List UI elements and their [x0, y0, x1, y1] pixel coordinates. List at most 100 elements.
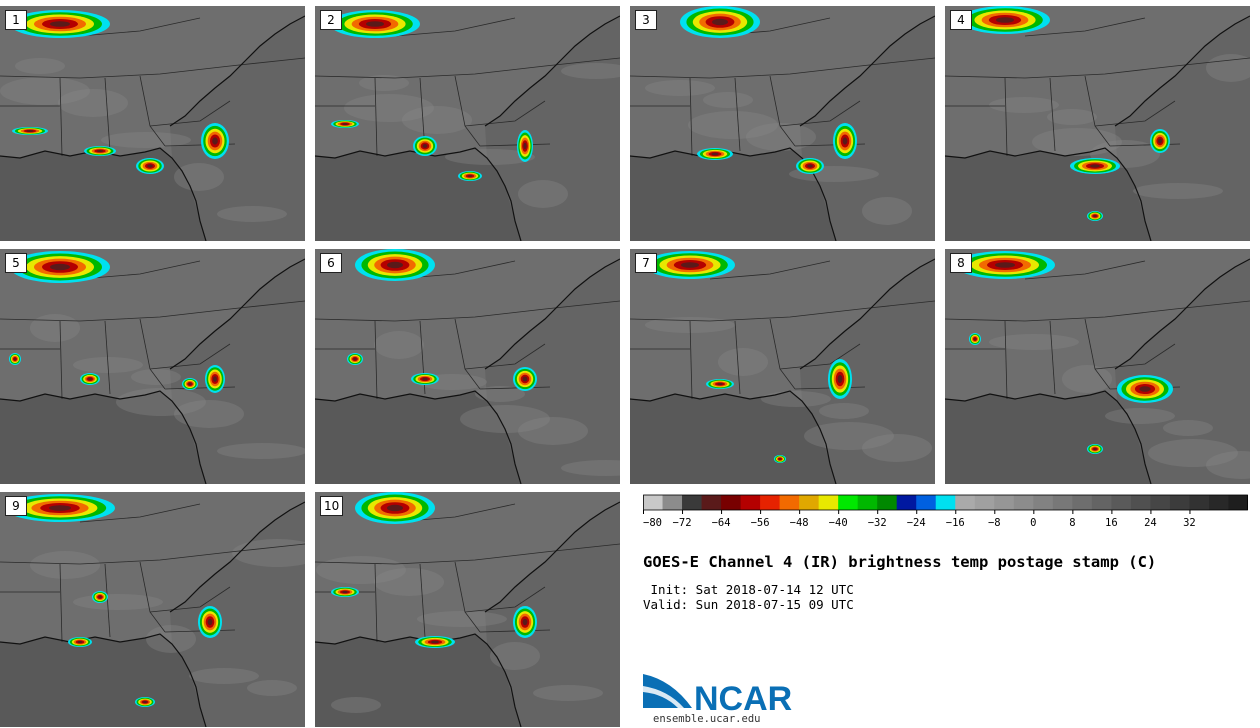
- colorbar-segment: [857, 495, 878, 510]
- panel-number-label: 6: [320, 253, 342, 273]
- colorbar-segment: [818, 495, 839, 510]
- satellite-map: [945, 6, 1250, 241]
- storm-cell: [9, 353, 21, 365]
- satellite-map: [315, 492, 620, 727]
- storm-cell: [517, 130, 533, 162]
- satellite-map: [0, 249, 305, 484]
- colorbar-segment: [1111, 495, 1132, 510]
- storm-cell: [415, 636, 455, 648]
- satellite-map: [315, 249, 620, 484]
- satellite-map: [630, 249, 935, 484]
- colorbar-segment: [1130, 495, 1151, 510]
- storm-cell: [774, 455, 786, 463]
- storm-cell: [1117, 375, 1173, 403]
- storm-cell: [833, 123, 857, 159]
- colorbar-segment: [916, 495, 937, 510]
- storm-cell: [135, 697, 155, 707]
- panel-number-label: 1: [5, 10, 27, 30]
- colorbar: −80 −72 −64 −56 −48 −40 −32 −24 −16 −8 0 8 16 24 32: [643, 494, 1248, 529]
- logo-text: NCAR: [694, 680, 792, 716]
- colorbar-tick-label: −56: [751, 517, 770, 529]
- storm-cell: [10, 10, 110, 38]
- map-panel-9: 9: [0, 492, 305, 727]
- storm-cell: [84, 146, 116, 156]
- storm-cell: [92, 591, 108, 603]
- colorbar-segment: [740, 495, 761, 510]
- init-time: Init: Sat 2018-07-14 12 UTC: [643, 582, 854, 597]
- colorbar-tick-label: −8: [988, 517, 1001, 529]
- storm-cell: [828, 359, 852, 399]
- map-panel-7: 7: [630, 249, 935, 484]
- colorbar-segment: [1169, 495, 1190, 510]
- storm-cell: [969, 333, 981, 345]
- panel-number-label: 2: [320, 10, 342, 30]
- panel-number-label: 8: [950, 253, 972, 273]
- colorbar-segment: [701, 495, 722, 510]
- storm-cell: [201, 123, 229, 159]
- colorbar-segment: [1033, 495, 1054, 510]
- map-panel-4: 4: [945, 6, 1250, 241]
- colorbar-segment: [760, 495, 781, 510]
- colorbar-segment: [1189, 495, 1210, 510]
- colorbar-tick-label: −16: [946, 517, 965, 529]
- colorbar-tick-label: −48: [790, 517, 809, 529]
- colorbar-segment: [721, 495, 741, 510]
- storm-cell: [513, 606, 537, 638]
- storm-cell: [182, 378, 198, 390]
- storm-cell: [697, 148, 733, 160]
- storm-cell: [331, 120, 359, 128]
- ncar-logo: NCAR: [643, 674, 792, 716]
- satellite-map: [945, 249, 1250, 484]
- colorbar-tick-label: 16: [1105, 517, 1118, 529]
- colorbar-tick-label: 8: [1069, 517, 1075, 529]
- map-panel-10: 10: [315, 492, 620, 727]
- storm-cell: [355, 249, 435, 281]
- map-panel-5: 5: [0, 249, 305, 484]
- colorbar-tick-label: −64: [712, 517, 731, 529]
- panel-number-label: 10: [320, 496, 344, 516]
- satellite-map: [0, 492, 305, 727]
- colorbar-segment: [838, 495, 859, 510]
- colorbar-segment: [994, 495, 1015, 510]
- map-panel-8: 8: [945, 249, 1250, 484]
- colorbar-tick-label: −32: [868, 517, 887, 529]
- storm-cell: [680, 6, 760, 38]
- colorbar-tick-label: −80: [643, 517, 662, 529]
- colorbar-tick-label: −40: [829, 517, 848, 529]
- colorbar-tick-label: −24: [907, 517, 926, 529]
- colorbar-segment: [1208, 495, 1229, 510]
- satellite-map: [630, 6, 935, 241]
- map-panel-6: 6: [315, 249, 620, 484]
- panel-number-label: 4: [950, 10, 972, 30]
- colorbar-segment: [955, 495, 976, 510]
- storm-cell: [1087, 444, 1103, 454]
- colorbar-tick-label: 32: [1183, 517, 1196, 529]
- storm-cell: [458, 171, 482, 181]
- figure-title: GOES-E Channel 4 (IR) brightness temp po…: [643, 553, 1157, 571]
- storm-cell: [413, 136, 437, 156]
- storm-cell: [347, 353, 363, 365]
- storm-cell: [706, 379, 734, 389]
- storm-cell: [955, 251, 1055, 279]
- colorbar-segment: [682, 495, 702, 510]
- colorbar-tick-label: −72: [673, 517, 692, 529]
- colorbar-segment: [1150, 495, 1171, 510]
- map-panel-2: 2: [315, 6, 620, 241]
- storm-cell: [513, 367, 537, 391]
- satellite-map: [315, 6, 620, 241]
- storm-cell: [80, 373, 100, 385]
- colorbar-segment: [1013, 495, 1034, 510]
- storm-cell: [1150, 129, 1170, 153]
- colorbar-segment: [877, 495, 898, 510]
- storm-cell: [12, 127, 48, 135]
- logo-url: ensemble.ucar.edu: [653, 713, 761, 725]
- colorbar-segment: [1091, 495, 1112, 510]
- storm-cell: [1070, 158, 1120, 174]
- colorbar-tick-label: 0: [1030, 517, 1036, 529]
- storm-cell: [5, 494, 115, 522]
- colorbar-segment: [779, 495, 800, 510]
- storm-cell: [411, 373, 439, 385]
- map-panel-1: 1: [0, 6, 305, 241]
- colorbar-segment: [935, 495, 956, 510]
- valid-time: Valid: Sun 2018-07-15 09 UTC: [643, 597, 854, 612]
